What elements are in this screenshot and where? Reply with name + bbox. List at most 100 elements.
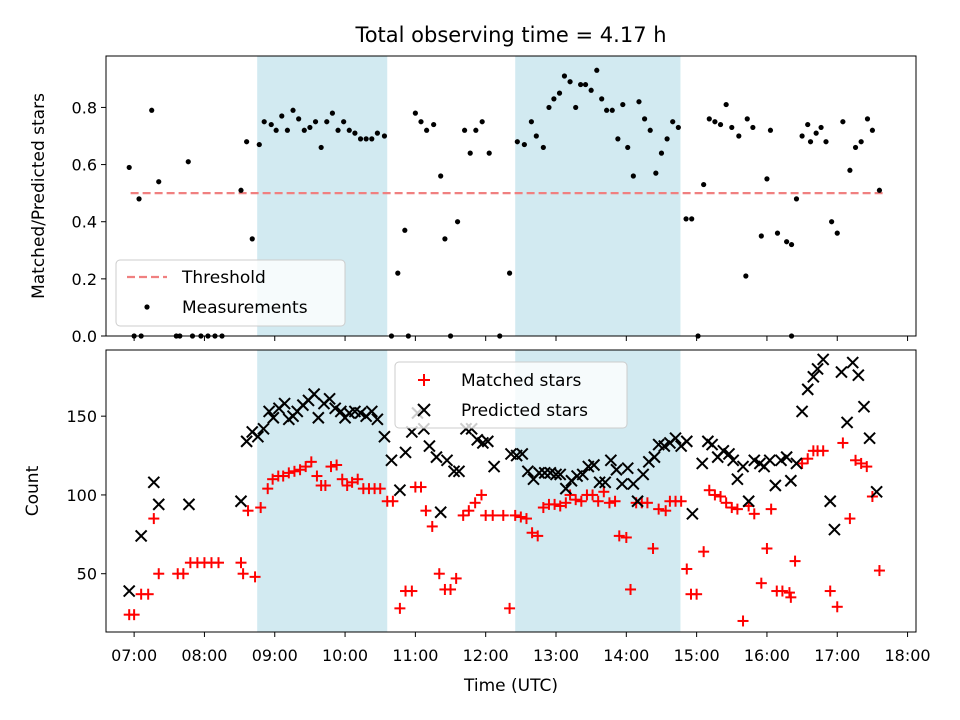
measurement-point [723,101,729,108]
predicted-star-point [371,413,384,426]
measurement-point [675,124,681,131]
matched-star-point [731,503,743,515]
measurement-point [744,116,750,122]
matched-star-points [123,437,885,627]
matched-star-point [647,543,659,555]
matched-star-point [305,456,317,468]
predicted-star-point [278,397,291,410]
predicted-star-point [840,416,854,429]
measurement-point [540,144,546,151]
predicted-star-point [593,476,606,489]
measurement-point [864,116,871,122]
matched-star-point [873,565,885,577]
predicted-star-point [538,466,551,480]
measurement-point [706,116,712,122]
measurement-point [840,119,846,125]
predicted-star-point [780,450,793,464]
measurement-point [561,73,568,79]
predicted-star-point [748,454,761,467]
matched-star-point [213,557,224,569]
matched-star-point [560,497,572,509]
measurement-point [764,176,770,182]
predicted-star-point [774,454,788,467]
matched-star-point [475,489,487,501]
matched-star-point [235,557,247,569]
predicted-star-point [516,447,529,461]
predicted-star-point [481,435,495,448]
x-tick-label: 16:00 [744,646,790,665]
predicted-star-point [610,463,623,476]
matched-star-point [592,495,604,507]
bottom-panel: 50 100 150 07:00 08:00 09:00 10:00 11:00 12:00 1… [23,349,931,696]
predicted-star-point [385,454,398,467]
measurement-point [615,136,621,142]
measurement-point [805,121,811,128]
measurement-point [290,107,296,113]
matched-star-point [861,461,873,473]
matched-star-point [387,495,399,507]
measurement-point [858,139,864,145]
matched-star-point [277,470,289,482]
measurement-point [717,121,724,128]
matched-star-point [748,508,760,520]
matched-star-point [177,568,189,580]
matched-star-point [737,615,749,627]
measurement-point [307,124,313,131]
predicted-star-point [559,482,573,495]
measurement-point [486,150,492,156]
y-tick-label: 0.4 [72,213,97,232]
matched-star-point [660,505,672,517]
predicted-star-point [669,432,682,445]
legend-matched-label: Matched stars [461,371,581,391]
measurement-point [312,119,319,125]
predicted-star-point [604,454,618,467]
measurement-point [793,196,800,202]
measurement-point [546,104,552,111]
top-plot-frame [105,55,917,337]
y-tick-label: 0.8 [72,98,97,117]
predicted-star-point [251,430,265,443]
matched-star-point [331,459,343,471]
matched-star-point [824,585,836,597]
measurement-point [620,101,626,108]
matched-star-point [785,591,797,603]
predicted-star-point [554,468,567,481]
predicted-star-point [147,476,161,489]
measurement-point [567,79,573,85]
matched-star-point [433,568,445,580]
matched-star-point [311,470,323,482]
legend-measurements-label: Measurements [182,298,308,318]
predicted-star-point [763,454,776,467]
matched-star-point [549,498,561,510]
measurement-point [136,196,142,202]
measurement-point [641,116,648,122]
measurement-point [630,173,636,179]
predicted-star-point [447,465,461,478]
matched-star-point [319,479,331,491]
measurement-point [701,181,707,188]
matched-star-point [554,500,566,512]
x-tick-label: 09:00 [252,646,298,665]
top-x-ticks [133,336,909,341]
measurement-point [346,127,352,133]
top-y-axis-label: Matched/Predicted stars [29,93,49,299]
measurement-point [442,236,448,242]
predicted-star-point [430,450,443,464]
matched-star-point [294,464,306,476]
matched-star-point [283,467,295,479]
measurement-point [402,227,408,233]
matched-star-point [789,555,801,567]
measurement-point [847,167,853,173]
measurement-point [461,127,468,133]
predicted-star-point [521,465,535,478]
measurement-point [156,179,162,185]
matched-star-point [761,543,773,555]
measurement-point [318,144,324,151]
measurement-point [279,113,285,119]
matched-star-point [142,588,154,600]
measurement-point [582,81,589,88]
shaded-interval-0 [257,350,388,632]
measurement-point [126,164,132,171]
matched-star-point [709,489,721,501]
x-tick-label: 18:00 [885,646,931,665]
